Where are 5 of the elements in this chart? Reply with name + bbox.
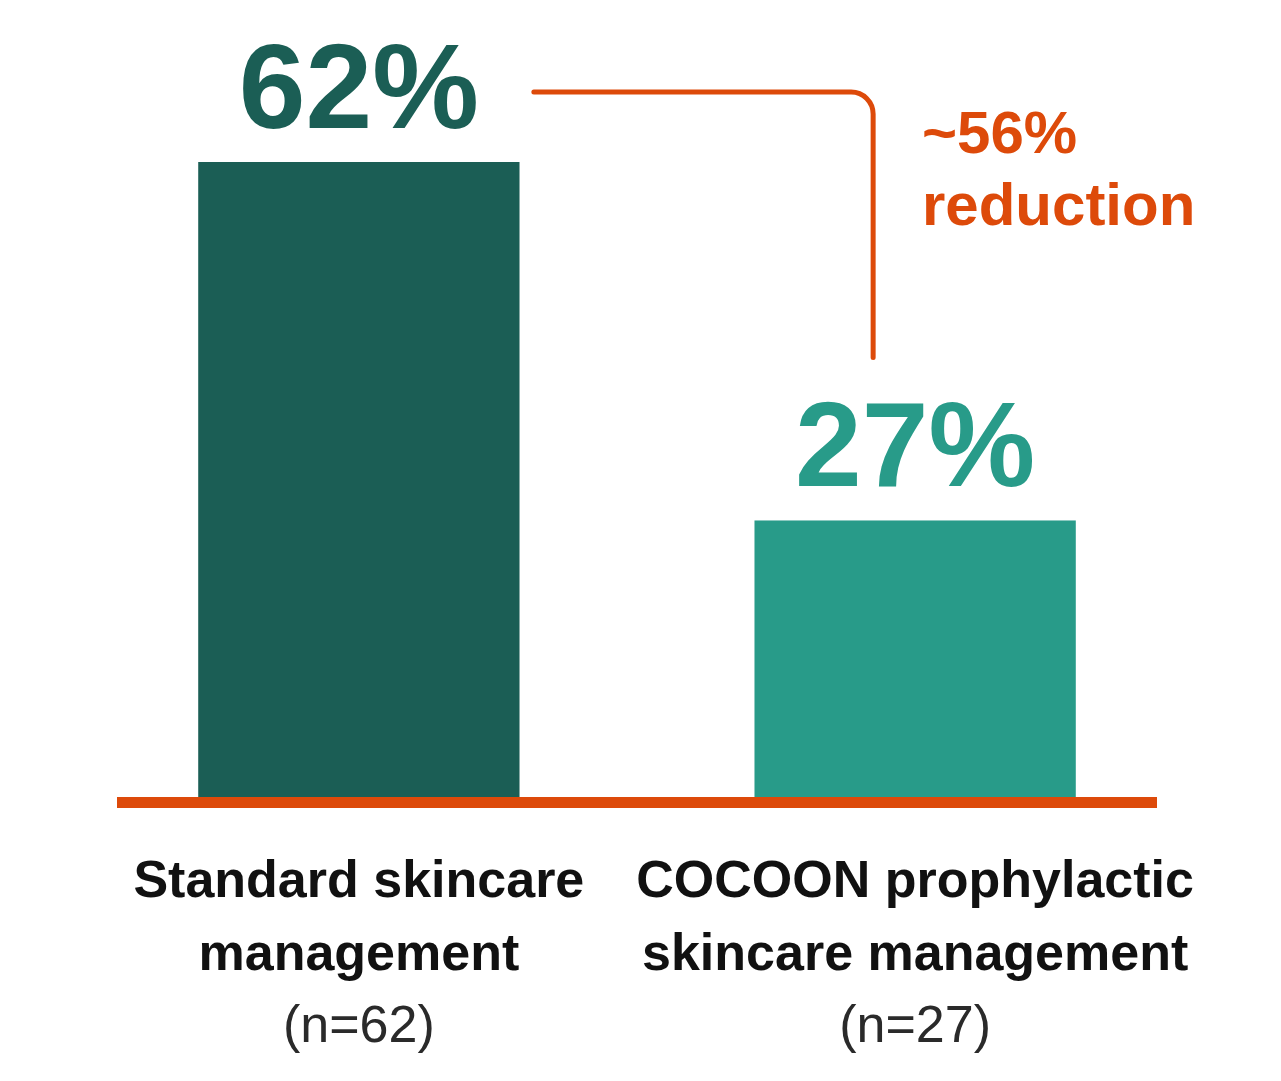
data-label: 27%	[795, 377, 1036, 512]
x-tick-label: Standard skincare management (n=62)	[133, 850, 585, 1053]
x-tick-label: COCOON prophylactic skincare management (n=27)	[636, 850, 1194, 1053]
data-label: 62%	[238, 19, 479, 153]
annotation: ~56% reduction	[922, 99, 1196, 238]
